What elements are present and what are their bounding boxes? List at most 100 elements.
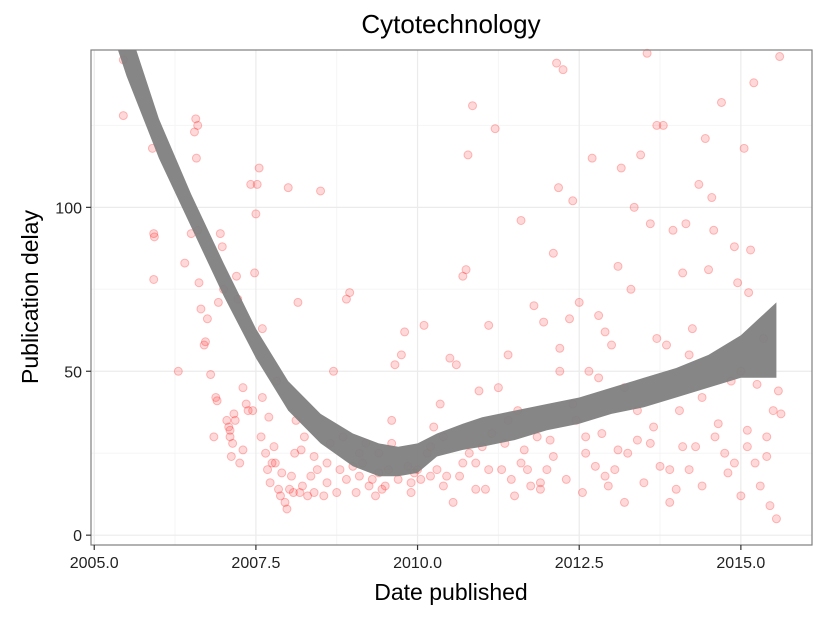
data-point [506, 474, 516, 484]
x-axis-title: Date published [374, 579, 527, 605]
data-point [435, 399, 445, 409]
data-point [229, 409, 239, 419]
data-point [285, 484, 295, 494]
data-point [235, 458, 245, 468]
data-point [280, 497, 290, 507]
data-point [729, 458, 739, 468]
data-point [438, 481, 448, 491]
data-point [429, 422, 439, 432]
data-point [251, 209, 261, 219]
data-point [755, 481, 765, 491]
data-point [199, 340, 209, 350]
data-point [288, 488, 298, 498]
data-point [629, 202, 639, 212]
data-point [555, 366, 565, 376]
data-point [471, 484, 481, 494]
data-point [484, 320, 494, 330]
data-point [189, 127, 199, 137]
data-point [211, 392, 221, 402]
data-point [665, 465, 675, 475]
data-point [299, 432, 309, 442]
data-point [568, 196, 578, 206]
data-point [658, 120, 668, 130]
data-point [254, 163, 264, 173]
data-point [290, 448, 300, 458]
data-point [390, 360, 400, 370]
data-point [256, 432, 266, 442]
data-point [341, 294, 351, 304]
data-point [263, 465, 273, 475]
data-point [283, 183, 293, 193]
data-point [458, 458, 468, 468]
data-point [445, 353, 455, 363]
data-point [261, 448, 271, 458]
data-point [345, 288, 355, 298]
data-point [180, 258, 190, 268]
data-point [455, 471, 465, 481]
data-point [149, 229, 159, 239]
data-point [590, 461, 600, 471]
data-point [282, 504, 292, 514]
data-point [238, 383, 248, 393]
data-point [600, 471, 610, 481]
data-point [202, 314, 212, 324]
data-point [332, 488, 342, 498]
data-point [493, 383, 503, 393]
data-point [246, 179, 256, 189]
data-point [668, 225, 678, 235]
y-tick-label: 0 [73, 528, 82, 545]
data-point [371, 491, 381, 501]
data-point [322, 458, 332, 468]
data-point [316, 186, 326, 196]
data-point [474, 386, 484, 396]
data-point [471, 458, 481, 468]
data-point [270, 458, 280, 468]
data-point [713, 419, 723, 429]
data-point [678, 442, 688, 452]
data-point [451, 360, 461, 370]
x-tick-label: 2005.0 [70, 555, 119, 572]
data-point [225, 425, 235, 435]
data-point [419, 320, 429, 330]
data-point [662, 340, 672, 350]
data-point [442, 471, 452, 481]
y-axis-title: Publication delay [17, 210, 43, 384]
data-point [463, 150, 473, 160]
data-point [597, 429, 607, 439]
y-tick-label: 50 [64, 364, 82, 381]
data-point [687, 324, 697, 334]
data-point [396, 350, 406, 360]
data-point [380, 481, 390, 491]
data-point [400, 327, 410, 337]
x-tick-label: 2012.5 [555, 555, 604, 572]
data-point [749, 78, 759, 88]
data-point [762, 432, 772, 442]
data-point [257, 392, 267, 402]
x-tick-label: 2007.5 [231, 555, 280, 572]
data-point [367, 474, 377, 484]
data-point [594, 311, 604, 321]
data-point [558, 65, 568, 75]
data-point [277, 468, 287, 478]
data-point [490, 124, 500, 134]
data-point [522, 465, 532, 475]
data-point [416, 474, 426, 484]
data-point [484, 465, 494, 475]
data-point [406, 478, 416, 488]
data-point [649, 422, 659, 432]
data-point [709, 225, 719, 235]
data-point [200, 337, 210, 347]
y-axis: 0 50 100 [55, 200, 91, 545]
data-point [529, 301, 539, 311]
data-point [425, 471, 435, 481]
data-point [377, 484, 387, 494]
data-point [626, 284, 636, 294]
data-point [322, 478, 332, 488]
x-tick-label: 2010.0 [393, 555, 442, 572]
data-point [655, 461, 665, 471]
data-point [574, 297, 584, 307]
data-point [652, 333, 662, 343]
data-point [265, 478, 275, 488]
data-point [215, 229, 225, 239]
data-point [765, 501, 775, 511]
